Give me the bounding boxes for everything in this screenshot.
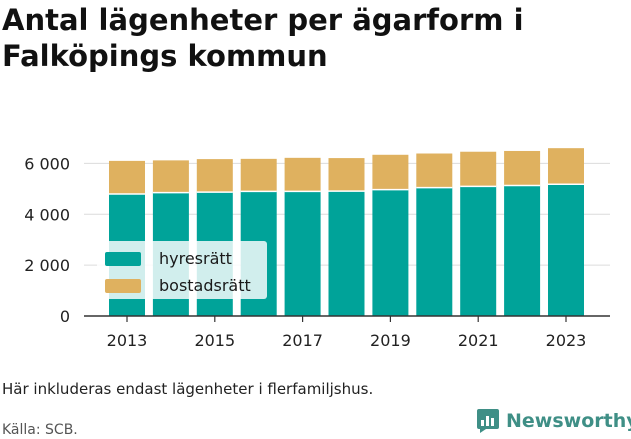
bar-hyresratt <box>372 189 409 316</box>
legend-swatch-bostadsratt <box>105 278 141 293</box>
brand-name: Newsworthy <box>506 410 631 432</box>
bar-hyresratt <box>460 186 497 316</box>
bar-bostadsratt <box>548 148 584 185</box>
source-text: Källa: SCB. <box>2 422 78 438</box>
y-tick-label: 4 000 <box>24 205 70 224</box>
bar-bostadsratt <box>152 160 189 193</box>
y-tick-label: 0 <box>60 307 70 326</box>
x-tick-label: 2021 <box>458 331 499 350</box>
chart-legend: hyresrätt bostadsrätt <box>97 241 267 299</box>
y-tick-label: 2 000 <box>24 256 70 275</box>
bar-hyresratt <box>284 191 321 316</box>
legend-label-bostadsratt: bostadsrätt <box>159 276 251 295</box>
newsworthy-logo-icon <box>477 409 499 433</box>
legend-label-hyresratt: hyresrätt <box>159 249 232 268</box>
bar-bostadsratt <box>240 158 277 192</box>
x-tick-label: 2019 <box>370 331 411 350</box>
bar-bostadsratt <box>504 150 541 186</box>
x-tick-label: 2017 <box>282 331 323 350</box>
bar-hyresratt <box>416 187 453 316</box>
chart-note: Här inkluderas endast lägenheter i flerf… <box>2 380 374 398</box>
legend-item-hyresratt: hyresrätt <box>105 249 232 268</box>
bar-bostadsratt <box>196 159 233 193</box>
bar-bostadsratt <box>284 157 321 192</box>
chart-title: Antal lägenheter per ägarform i Falköpin… <box>2 3 524 73</box>
bar-bostadsratt <box>328 158 365 192</box>
y-tick-label: 6 000 <box>24 154 70 173</box>
bar-bostadsratt <box>372 154 409 190</box>
x-tick-label: 2015 <box>194 331 235 350</box>
bar-bostadsratt <box>460 151 497 187</box>
bar-hyresratt <box>328 191 365 316</box>
x-tick-label: 2023 <box>546 331 587 350</box>
bar-hyresratt <box>548 184 584 316</box>
x-tick-label: 2013 <box>107 331 148 350</box>
legend-item-bostadsratt: bostadsrätt <box>105 276 251 295</box>
bar-hyresratt <box>504 185 541 316</box>
stacked-bar-chart: 0 2 000 4 000 6 000 2013 2015 2017 2019 2021 2023 <box>24 148 610 350</box>
bar-bostadsratt <box>109 160 145 194</box>
newsworthy-logo[interactable]: Newsworthy <box>476 408 631 434</box>
legend-swatch-hyresratt <box>105 251 141 266</box>
bar-bostadsratt <box>416 153 453 188</box>
